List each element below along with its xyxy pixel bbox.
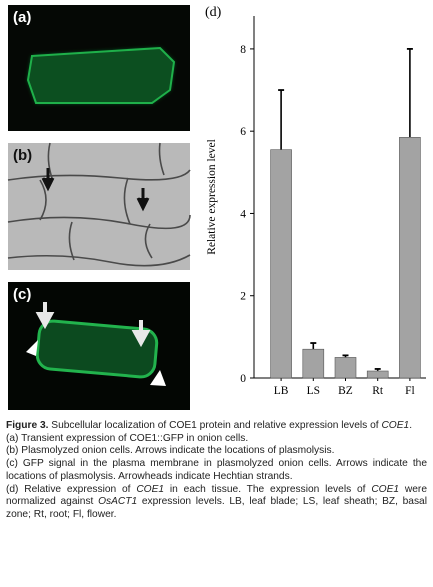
y-tick-label: 8	[240, 44, 246, 56]
figure: (a) (b) (c) (d) Relative expression lev	[7, 5, 426, 410]
y-tick-label: 4	[240, 208, 246, 220]
x-tick-label: Rt	[372, 385, 384, 397]
panel-label: (b)	[13, 147, 32, 164]
panel-a: (a)	[8, 5, 190, 131]
gfp-cell-outline	[26, 46, 176, 104]
bar	[366, 370, 389, 379]
micrograph-b	[8, 143, 190, 270]
bar-chart: (d) Relative expression level 0 2 4 6 8 LB LS B…	[205, 5, 426, 397]
panel-label: (a)	[13, 9, 31, 26]
gene-name: OsACT1	[98, 496, 138, 508]
panel-label: (c)	[13, 286, 31, 303]
x-tick-label: LS	[307, 385, 320, 397]
y-axis-label: Relative expression level	[206, 139, 218, 255]
panel-b: (b)	[7, 142, 191, 270]
arrowhead	[26, 340, 38, 356]
caption-paragraph: (d) Relative expression of COE1 in each …	[6, 484, 427, 522]
caption-text: Subcellular localization of COE1 protein…	[48, 420, 382, 431]
caption-text: (d) Relative expression of	[6, 483, 137, 495]
bar	[270, 149, 292, 379]
arrow	[41, 168, 55, 192]
bar	[334, 357, 357, 379]
gene-name: COE1	[136, 483, 165, 495]
caption-text: were normalized against	[6, 483, 427, 508]
caption-text: (c) GFP signal in the plasma membrane in…	[6, 458, 427, 482]
gene-name: COE1	[371, 483, 400, 495]
caption-paragraph: Figure 3. Subcellular localization of CO…	[6, 420, 427, 433]
caption-paragraph: (b) Plasmolyzed onion cells. Arrows indi…	[6, 445, 427, 458]
x-tick-label: LB	[274, 385, 289, 397]
panel-label: (d)	[205, 5, 222, 20]
figure-caption: Figure 3. Subcellular localization of CO…	[6, 420, 427, 522]
caption-paragraph: (c) GFP signal in the plasma membrane in…	[6, 458, 427, 483]
bar	[302, 348, 325, 379]
figure-number: Figure 3.	[6, 420, 49, 431]
x-tick-label: BZ	[338, 385, 353, 397]
arrow	[131, 320, 151, 348]
gene-name: COE1	[381, 420, 410, 431]
y-tick-label: 0	[240, 373, 246, 385]
caption-text: (a) Transient expression of COE1::GFP in…	[6, 432, 249, 444]
caption-text: (b) Plasmolyzed onion cells. Arrows indi…	[6, 445, 335, 457]
caption-text: expression levels. LB, leaf blade; LS, l…	[6, 496, 427, 520]
cell-walls	[7, 142, 191, 267]
y-tick-label: 2	[240, 291, 246, 303]
y-tick-label: 6	[240, 126, 246, 138]
arrow	[136, 188, 150, 212]
x-tick-label: Fl	[405, 385, 415, 397]
caption-text: in each tissue. The expression levels of	[164, 483, 372, 495]
panel-c: (c)	[8, 282, 190, 410]
gfp-cell	[35, 319, 159, 379]
arrow	[35, 302, 55, 330]
caption-paragraph: (a) Transient expression of COE1::GFP in…	[6, 433, 427, 446]
caption-text: .	[409, 420, 413, 431]
arrowhead	[150, 370, 166, 386]
bar	[399, 137, 421, 379]
